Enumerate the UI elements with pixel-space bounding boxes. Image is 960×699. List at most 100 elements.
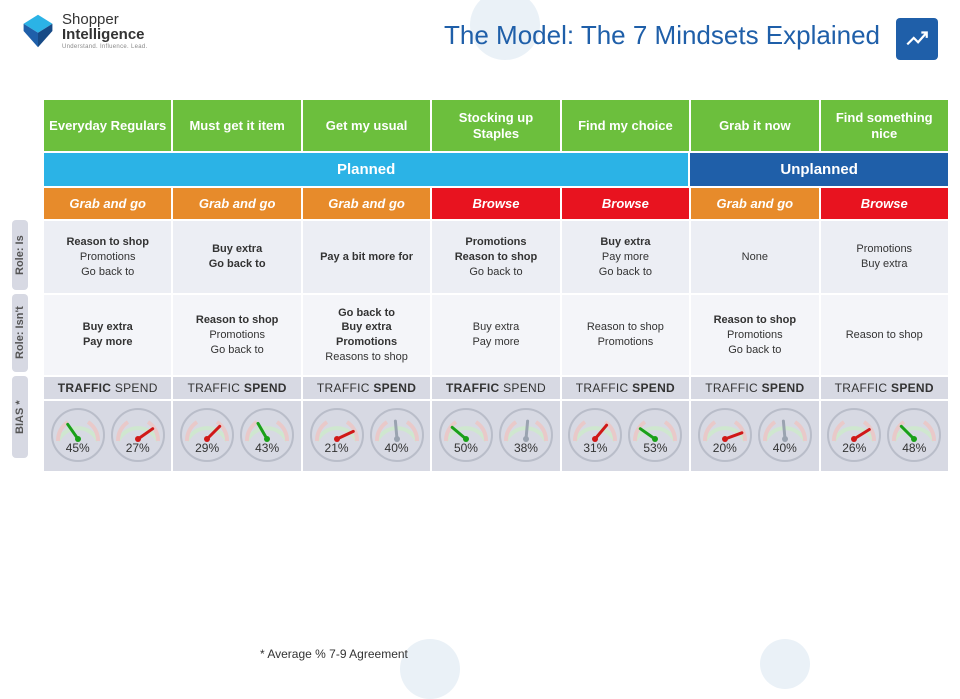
footnote: * Average % 7-9 Agreement xyxy=(260,647,408,661)
spend-label: SPEND xyxy=(115,381,158,395)
gauge-cell: 21% 40% xyxy=(303,401,430,471)
role-is-line: Promotions xyxy=(856,242,912,257)
role-isnt-cell: Reason to shopPromotionsGo back to xyxy=(173,295,300,375)
role-is-row: Reason to shopPromotionsGo back toBuy ex… xyxy=(44,221,948,293)
spend-gauge: 40% xyxy=(369,407,425,463)
spend-pct: 48% xyxy=(886,441,942,455)
role-isnt-line: Go back to xyxy=(338,306,395,321)
decor-circle xyxy=(400,639,460,699)
brand-name-2: Intelligence xyxy=(62,27,147,42)
ts-label-cell: TRAFFIC SPEND xyxy=(562,377,689,399)
mode-row: Grab and goGrab and goGrab and goBrowseB… xyxy=(44,188,948,219)
role-is-cell: Buy extraGo back to xyxy=(173,221,300,293)
mindset-header: Get my usual xyxy=(303,100,430,151)
row-label-isnt: Role: Isn't xyxy=(12,294,28,372)
traffic-gauge: 21% xyxy=(309,407,365,463)
role-isnt-line: Buy extra xyxy=(341,320,391,335)
role-isnt-line: Pay more xyxy=(472,335,519,350)
role-is-line: Promotions xyxy=(80,250,136,265)
spend-pct: 38% xyxy=(498,441,554,455)
role-is-line: Pay more xyxy=(602,250,649,265)
mindset-header: Find my choice xyxy=(562,100,689,151)
spend-pct: 53% xyxy=(627,441,683,455)
traffic-label: TRAFFIC xyxy=(317,381,370,395)
role-is-cell: Pay a bit more for xyxy=(303,221,430,293)
role-is-cell: Reason to shopPromotionsGo back to xyxy=(44,221,171,293)
spend-label: SPEND xyxy=(373,381,416,395)
traffic-pct: 45% xyxy=(50,441,106,455)
role-isnt-cell: Reason to shop xyxy=(821,295,948,375)
chart-icon xyxy=(896,18,938,60)
gauge-cell: 50% 38% xyxy=(432,401,559,471)
ts-label-cell: TRAFFIC SPEND xyxy=(303,377,430,399)
role-is-cell: PromotionsBuy extra xyxy=(821,221,948,293)
ts-label-cell: TRAFFIC SPEND xyxy=(173,377,300,399)
traffic-pct: 50% xyxy=(438,441,494,455)
role-isnt-line: Promotions xyxy=(336,335,397,350)
traffic-label: TRAFFIC xyxy=(58,381,111,395)
traffic-gauge: 50% xyxy=(438,407,494,463)
gauge-cell: 20% 40% xyxy=(691,401,818,471)
spend-pct: 40% xyxy=(369,441,425,455)
spend-gauge: 53% xyxy=(627,407,683,463)
role-isnt-cell: Reason to shopPromotions xyxy=(562,295,689,375)
ts-label-cell: TRAFFIC SPEND xyxy=(691,377,818,399)
role-isnt-row: Buy extraPay moreReason to shopPromotion… xyxy=(44,295,948,375)
role-is-line: Pay a bit more for xyxy=(320,250,413,265)
traffic-label: TRAFFIC xyxy=(705,381,758,395)
spend-label: SPEND xyxy=(244,381,287,395)
brand-logo: Shopper Intelligence Understand. Influen… xyxy=(20,12,147,50)
mode-cell: Browse xyxy=(821,188,948,219)
gauge-row: 45% 27% 29% 43% xyxy=(44,401,948,471)
role-is-cell: PromotionsReason to shopGo back to xyxy=(432,221,559,293)
role-isnt-line: Pay more xyxy=(83,335,133,350)
spend-pct: 43% xyxy=(239,441,295,455)
traffic-gauge: 26% xyxy=(826,407,882,463)
role-is-line: Go back to xyxy=(209,257,266,272)
role-isnt-line: Reasons to shop xyxy=(325,350,408,365)
role-is-line: Buy extra xyxy=(212,242,262,257)
traffic-gauge: 31% xyxy=(567,407,623,463)
traffic-label: TRAFFIC xyxy=(576,381,629,395)
role-isnt-line: Buy extra xyxy=(83,320,133,335)
traffic-pct: 20% xyxy=(697,441,753,455)
mode-cell: Grab and go xyxy=(691,188,818,219)
role-isnt-line: Reason to shop xyxy=(714,313,797,328)
gauge-cell: 29% 43% xyxy=(173,401,300,471)
mindset-header: Must get it item xyxy=(173,100,300,151)
traffic-pct: 26% xyxy=(826,441,882,455)
role-is-line: Promotions xyxy=(465,235,526,250)
role-is-line: Go back to xyxy=(599,265,652,280)
mindset-header: Find something nice xyxy=(821,100,948,151)
ts-label-cell: TRAFFIC SPEND xyxy=(821,377,948,399)
role-is-line: Reason to shop xyxy=(455,250,538,265)
traffic-pct: 29% xyxy=(179,441,235,455)
traffic-gauge: 45% xyxy=(50,407,106,463)
spend-pct: 27% xyxy=(110,441,166,455)
role-is-line: Buy extra xyxy=(600,235,650,250)
role-is-line: Reason to shop xyxy=(66,235,149,250)
traffic-label: TRAFFIC xyxy=(446,381,499,395)
spend-gauge: 48% xyxy=(886,407,942,463)
role-is-cell: Buy extraPay moreGo back to xyxy=(562,221,689,293)
role-isnt-line: Go back to xyxy=(211,343,264,358)
gauge-cell: 31% 53% xyxy=(562,401,689,471)
role-isnt-line: Promotions xyxy=(209,328,265,343)
traffic-label: TRAFFIC xyxy=(188,381,241,395)
header-row: Everyday RegularsMust get it itemGet my … xyxy=(44,100,948,151)
traffic-gauge: 29% xyxy=(179,407,235,463)
ts-label-row: TRAFFIC SPEND TRAFFIC SPEND TRAFFIC SPEN… xyxy=(44,377,948,399)
brand-name-1: Shopper xyxy=(62,12,147,27)
mode-cell: Grab and go xyxy=(44,188,171,219)
role-is-line: Go back to xyxy=(469,265,522,280)
mindset-header: Everyday Regulars xyxy=(44,100,171,151)
logo-icon xyxy=(20,13,56,49)
ts-label-cell: TRAFFIC SPEND xyxy=(44,377,171,399)
mode-cell: Grab and go xyxy=(173,188,300,219)
spend-label: SPEND xyxy=(503,381,546,395)
role-isnt-cell: Buy extraPay more xyxy=(432,295,559,375)
role-is-cell: None xyxy=(691,221,818,293)
role-isnt-cell: Go back toBuy extraPromotionsReasons to … xyxy=(303,295,430,375)
role-isnt-line: Promotions xyxy=(598,335,654,350)
role-is-line: Buy extra xyxy=(861,257,907,272)
